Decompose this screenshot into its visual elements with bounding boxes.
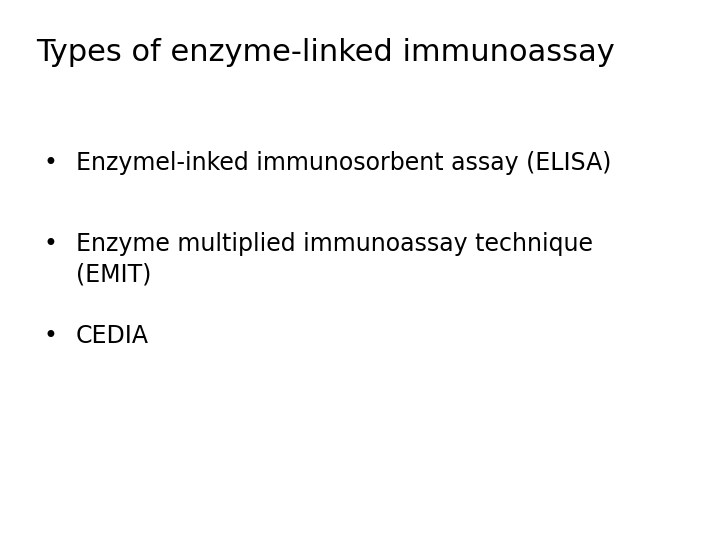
- Text: Types of enzyme-linked immunoassay: Types of enzyme-linked immunoassay: [36, 38, 615, 67]
- Text: •: •: [43, 151, 57, 175]
- Text: Enzyme multiplied immunoassay technique
(EMIT): Enzyme multiplied immunoassay technique …: [76, 232, 593, 287]
- Text: •: •: [43, 324, 57, 348]
- Text: Enzymel-inked immunosorbent assay (ELISA): Enzymel-inked immunosorbent assay (ELISA…: [76, 151, 611, 175]
- Text: •: •: [43, 232, 57, 256]
- Text: CEDIA: CEDIA: [76, 324, 148, 348]
